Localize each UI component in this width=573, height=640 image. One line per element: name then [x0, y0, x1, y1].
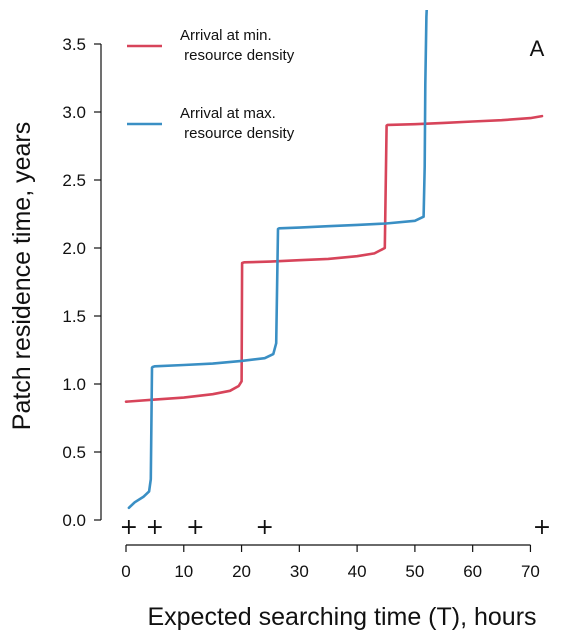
- marker-layer: + + + + +: [120, 515, 552, 540]
- plus-marker: +: [146, 515, 164, 540]
- x-tick-label: 0: [121, 562, 130, 581]
- y-tick-label: 0.0: [62, 511, 86, 530]
- y-tick-label: 3.0: [62, 103, 86, 122]
- x-tick-label: 20: [232, 562, 251, 581]
- x-tick-label: 50: [405, 562, 424, 581]
- legend: Arrival at min. resource density Arrival …: [127, 27, 295, 142]
- x-tick-label: 70: [521, 562, 540, 581]
- y-tick-label: 2.5: [62, 171, 86, 190]
- y-tick-label: 1.0: [62, 375, 86, 394]
- series-line-max-density: [127, 10, 429, 510]
- plus-marker: +: [255, 515, 273, 540]
- panel-label: A: [530, 36, 545, 61]
- x-tick-label: 30: [290, 562, 309, 581]
- series-layer: [124, 10, 544, 510]
- legend-label: Arrival at max. resource density: [180, 105, 295, 142]
- x-axis: 0 10 20 30 40 50 60 70: [121, 544, 540, 581]
- x-axis-title: Expected searching time (T), hours: [147, 603, 536, 631]
- x-tick-label: 10: [174, 562, 193, 581]
- x-tick-label: 40: [348, 562, 367, 581]
- y-axis-title: Patch residence time, years: [8, 122, 36, 430]
- y-tick-label: 2.0: [62, 239, 86, 258]
- y-tick-label: 3.5: [62, 35, 86, 54]
- plus-marker: +: [533, 515, 551, 540]
- y-tick-label: 1.5: [62, 307, 86, 326]
- x-tick-label: 60: [463, 562, 482, 581]
- y-tick-label: 0.5: [62, 443, 86, 462]
- legend-label: Arrival at min. resource density: [180, 27, 295, 64]
- plus-marker: +: [120, 515, 138, 540]
- y-axis: 0.0 0.5 1.0 1.5 2.0 2.5 3.0 3.5: [62, 35, 102, 530]
- plus-marker: +: [186, 515, 204, 540]
- series-line-min-density: [124, 114, 544, 404]
